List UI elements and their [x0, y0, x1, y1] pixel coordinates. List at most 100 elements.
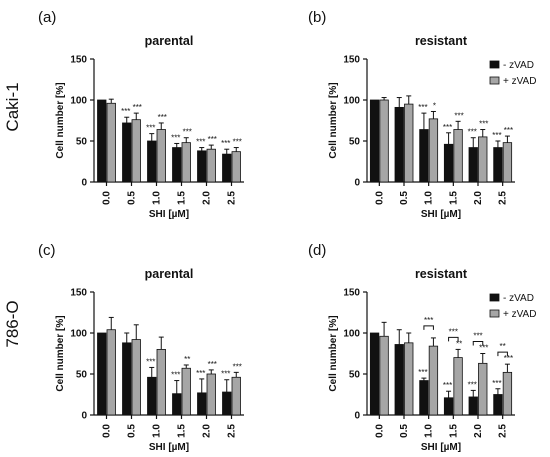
- y-tick-label: 150: [343, 55, 360, 66]
- bar-minus-zvad: [147, 140, 157, 183]
- bracket-label: ***: [473, 332, 482, 341]
- x-tick-label: 0.5: [127, 191, 138, 205]
- panel-label: (d): [308, 242, 326, 259]
- y-axis-label: Cell number [%]: [328, 315, 339, 391]
- x-tick-label: 2.0: [202, 191, 213, 205]
- y-tick-label: 50: [76, 137, 88, 148]
- significance-label: ***: [233, 138, 242, 147]
- significance-label: ***: [196, 138, 205, 147]
- significance-bracket: [472, 341, 484, 346]
- chart-panel-2: (c) parental 0 50 100 150 Cell number [%] 0.0 0.…: [38, 242, 244, 453]
- bar-plus-zvad: [106, 329, 116, 416]
- bar-plus-zvad: [131, 339, 141, 416]
- x-tick-label: 1.0: [152, 191, 163, 205]
- bar-plus-zvad: [379, 335, 389, 416]
- bar-minus-zvad: [369, 99, 380, 183]
- bar-minus-zvad: [493, 394, 503, 416]
- panel-label: (c): [38, 242, 56, 259]
- significance-label: ***: [146, 357, 155, 366]
- significance-label: ***: [418, 103, 427, 112]
- y-tick-label: 0: [81, 178, 87, 189]
- bar-plus-zvad: [502, 142, 513, 183]
- x-tick-label: 2.5: [227, 191, 238, 205]
- significance-label: **: [456, 339, 462, 348]
- x-tick-label: 0.5: [127, 424, 138, 438]
- row-label-caki-1: Caki-1: [3, 82, 22, 131]
- y-tick-label: 50: [76, 370, 88, 381]
- bar-minus-zvad: [443, 143, 454, 183]
- y-tick-label: 0: [354, 178, 360, 189]
- bar-plus-zvad: [478, 362, 488, 416]
- significance-bracket: [497, 351, 508, 357]
- legend-label-minus-zvad: - zVAD: [503, 293, 534, 304]
- significance-bracket: [448, 336, 459, 342]
- significance-label: ***: [133, 103, 142, 112]
- panel-label: (a): [38, 9, 56, 26]
- bar-plus-zvad: [453, 357, 463, 416]
- y-tick-label: 100: [343, 329, 360, 340]
- bracket-label: ***: [449, 327, 458, 336]
- y-tick-label: 100: [70, 329, 87, 340]
- significance-label: ***: [504, 354, 513, 363]
- x-tick-label: 0.0: [102, 191, 113, 205]
- significance-label: **: [184, 355, 190, 364]
- y-axis-label: Cell number [%]: [328, 82, 339, 158]
- bar-plus-zvad: [231, 376, 241, 416]
- bar-minus-zvad: [493, 147, 503, 183]
- x-axis-label: SHI [µM]: [149, 442, 189, 453]
- legend-swatch-minus-zvad: [489, 293, 500, 302]
- x-tick-label: 2.0: [473, 424, 484, 438]
- y-tick-label: 100: [343, 96, 360, 107]
- x-axis-label: SHI [µM]: [149, 209, 189, 220]
- significance-label: ***: [221, 370, 230, 379]
- x-tick-label: 1.5: [177, 424, 188, 438]
- bar-minus-zvad: [97, 332, 107, 416]
- panel-label: (b): [308, 9, 326, 26]
- significance-label: ***: [221, 139, 230, 148]
- bar-minus-zvad: [172, 147, 182, 183]
- bar-plus-zvad: [106, 102, 116, 183]
- x-tick-label: 0.0: [102, 424, 113, 438]
- bar-minus-zvad: [222, 153, 232, 183]
- chart-panel-1: (b) resistant 0 50 100 150 Cell number [%] 0.0 0…: [308, 9, 536, 220]
- bar-plus-zvad: [206, 373, 216, 416]
- x-tick-label: 0.5: [399, 424, 410, 438]
- bar-plus-zvad: [131, 119, 141, 183]
- significance-label: ***: [171, 371, 180, 380]
- chart-panel-3: (d) resistant 0 50 100 150 Cell number [%] 0.0 0…: [308, 242, 536, 453]
- bar-minus-zvad: [122, 122, 132, 183]
- bar-minus-zvad: [394, 344, 404, 416]
- bar-plus-zvad: [379, 99, 389, 183]
- bar-plus-zvad: [404, 103, 414, 183]
- y-axis-label: Cell number [%]: [55, 315, 66, 391]
- bar-minus-zvad: [419, 380, 429, 416]
- significance-label: ***: [443, 381, 452, 390]
- y-tick-label: 150: [70, 288, 87, 299]
- significance-label: ***: [492, 379, 501, 388]
- significance-label: ***: [146, 124, 155, 133]
- y-tick-label: 150: [70, 55, 87, 66]
- significance-label: ***: [479, 344, 488, 353]
- x-tick-label: 2.5: [498, 191, 509, 205]
- legend-swatch-plus-zvad: [489, 309, 500, 318]
- x-tick-label: 1.0: [152, 424, 163, 438]
- x-axis-label: SHI [µM]: [421, 209, 461, 220]
- bar-plus-zvad: [404, 342, 414, 416]
- y-tick-label: 50: [349, 370, 361, 381]
- bar-plus-zvad: [181, 142, 191, 183]
- x-tick-label: 1.0: [424, 424, 435, 438]
- significance-label: ***: [492, 131, 501, 140]
- bar-minus-zvad: [468, 147, 478, 183]
- x-axis-label: SHI [µM]: [421, 442, 461, 453]
- y-axis-label: Cell number [%]: [55, 82, 66, 158]
- y-tick-label: 0: [354, 411, 360, 422]
- x-tick-label: 2.5: [227, 424, 238, 438]
- significance-label: ***: [479, 120, 488, 129]
- bar-plus-zvad: [156, 129, 166, 183]
- significance-label: ***: [196, 369, 205, 378]
- bar-minus-zvad: [97, 99, 107, 183]
- legend-swatch-minus-zvad: [489, 60, 500, 69]
- x-tick-label: 1.0: [424, 191, 435, 205]
- bar-minus-zvad: [197, 392, 207, 416]
